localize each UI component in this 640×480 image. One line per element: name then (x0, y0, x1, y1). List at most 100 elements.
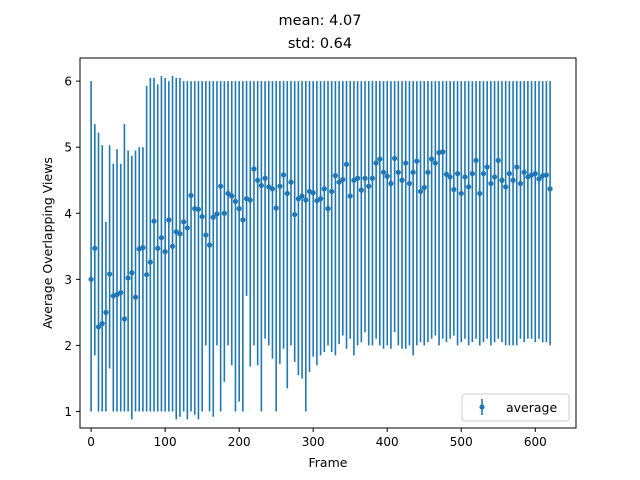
data-point (184, 225, 190, 231)
data-point (95, 324, 102, 330)
data-point (454, 171, 461, 177)
data-point (277, 183, 283, 189)
data-point (203, 232, 209, 238)
data-point (303, 197, 309, 203)
data-point (432, 160, 438, 166)
y-tick-label: 5 (64, 141, 72, 155)
data-point (462, 174, 468, 180)
y-tick-label: 4 (64, 207, 72, 221)
data-point (392, 155, 398, 162)
data-point (206, 242, 213, 248)
y-axis-label: Average Overlapping Views (40, 157, 55, 329)
data-point (340, 176, 346, 183)
data-point (369, 175, 376, 181)
data-point (410, 169, 416, 175)
data-point (107, 271, 113, 277)
data-point (414, 158, 420, 164)
legend-marker-dot (479, 404, 485, 410)
data-point (140, 245, 146, 251)
data-point (536, 176, 542, 182)
plot-area (88, 75, 553, 420)
data-point (255, 177, 261, 183)
data-point (284, 190, 290, 197)
legend-label: average (506, 400, 557, 415)
data-point (321, 186, 327, 192)
data-point (429, 156, 435, 162)
data-point (406, 180, 413, 187)
data-point (362, 175, 368, 181)
data-point (169, 243, 176, 249)
legend-box (461, 393, 570, 422)
y-tick-label: 6 (64, 75, 72, 89)
data-point (514, 164, 520, 170)
data-point (262, 175, 268, 181)
data-point (229, 193, 235, 199)
x-axis-label: Frame (309, 455, 348, 470)
data-point (121, 316, 128, 322)
data-point (273, 205, 279, 211)
data-point (188, 192, 194, 199)
data-point (125, 275, 131, 281)
legend: average (461, 393, 570, 422)
x-tick-label: 100 (154, 435, 177, 449)
data-point (543, 172, 549, 178)
data-point (195, 206, 202, 212)
data-point (380, 169, 387, 175)
data-point (480, 171, 487, 177)
data-point (158, 235, 165, 241)
y-tick-label: 2 (64, 339, 72, 353)
data-point (366, 183, 372, 189)
data-point (503, 184, 509, 190)
data-point (417, 188, 424, 195)
data-point (199, 213, 205, 220)
data-point (399, 177, 405, 183)
data-point (236, 206, 242, 212)
data-point (473, 157, 479, 164)
data-point (488, 180, 494, 187)
data-point (99, 321, 105, 327)
data-point (269, 186, 276, 192)
data-point (144, 272, 150, 278)
data-point (547, 186, 553, 192)
data-point (491, 174, 498, 180)
data-point (258, 182, 264, 189)
x-tick-label: 400 (376, 435, 399, 449)
data-point (466, 184, 472, 190)
y-tick-label: 1 (64, 405, 72, 419)
data-point (325, 206, 331, 212)
data-point (251, 166, 257, 172)
data-point (499, 177, 505, 183)
data-point (421, 184, 427, 191)
data-point (495, 157, 501, 164)
data-point (317, 196, 324, 202)
y-tick-label: 3 (64, 273, 72, 287)
data-point (532, 171, 538, 177)
data-point (162, 248, 168, 255)
data-point (332, 173, 339, 179)
data-point (288, 179, 294, 185)
data-point (484, 164, 490, 170)
data-point (358, 187, 364, 193)
data-point (517, 180, 524, 187)
data-point (329, 188, 335, 195)
data-point (373, 160, 379, 166)
data-point (347, 193, 353, 199)
data-point (88, 276, 94, 282)
x-axis: 0 100 200 300 400 500 600 (87, 428, 547, 449)
x-tick-label: 600 (524, 435, 547, 449)
data-point (458, 190, 464, 197)
data-point (510, 177, 516, 183)
data-point (395, 169, 401, 175)
data-point (469, 171, 475, 177)
data-point (240, 217, 246, 223)
data-point (425, 169, 431, 175)
data-point (166, 217, 172, 223)
data-point (388, 180, 394, 187)
data-point (299, 193, 305, 199)
data-point (477, 190, 483, 197)
data-point (295, 196, 301, 202)
data-point (129, 270, 135, 276)
data-point (377, 156, 383, 162)
data-point (343, 161, 350, 167)
